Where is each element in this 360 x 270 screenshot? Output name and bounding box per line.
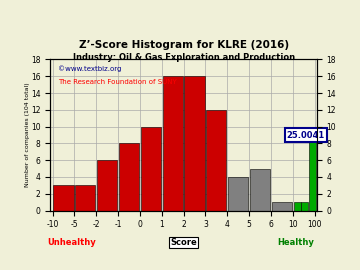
Text: Unhealthy: Unhealthy [47, 238, 96, 247]
Text: Z’-Score Histogram for KLRE (2016): Z’-Score Histogram for KLRE (2016) [78, 40, 289, 50]
Bar [301, 202, 308, 211]
Bar [309, 135, 316, 211]
Text: Score: Score [170, 238, 197, 247]
Bar [294, 202, 301, 211]
Bar [228, 177, 248, 211]
Bar [206, 110, 226, 211]
Bar [53, 185, 73, 211]
Text: The Research Foundation of SUNY: The Research Foundation of SUNY [58, 79, 177, 85]
Bar [184, 76, 204, 211]
Bar [141, 127, 161, 211]
Text: Healthy: Healthy [277, 238, 314, 247]
Bar [272, 202, 292, 211]
Bar [75, 185, 95, 211]
Bar [97, 160, 117, 211]
Text: Industry: Oil & Gas Exploration and Production: Industry: Oil & Gas Exploration and Prod… [72, 53, 295, 62]
Bar [316, 194, 324, 211]
Text: ©www.textbiz.org: ©www.textbiz.org [58, 65, 122, 72]
Bar [119, 143, 139, 211]
Bar [163, 76, 183, 211]
Text: 25.0041: 25.0041 [287, 130, 325, 140]
Y-axis label: Number of companies (104 total): Number of companies (104 total) [25, 83, 30, 187]
Bar [250, 168, 270, 211]
Bar [324, 202, 331, 211]
